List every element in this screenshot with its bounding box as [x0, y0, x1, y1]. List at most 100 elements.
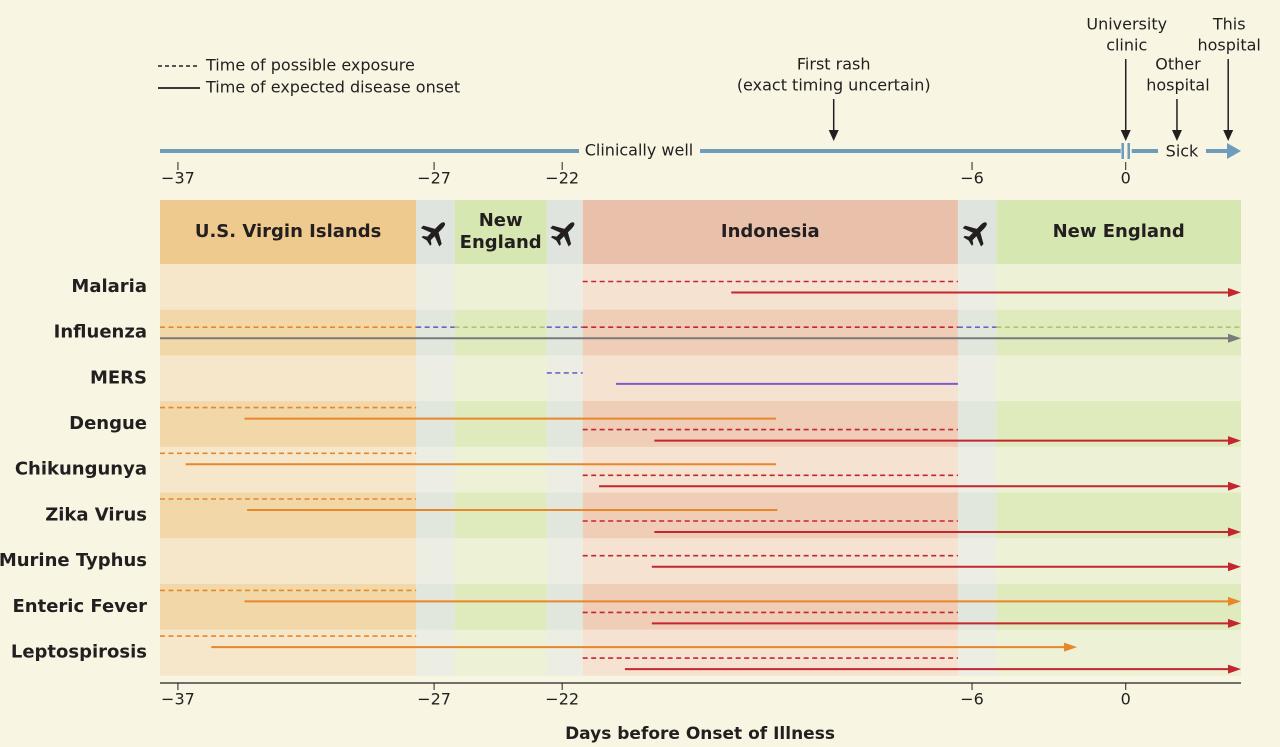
arrowhead: [1228, 562, 1241, 572]
region-band: [454, 401, 547, 448]
arrowhead: [1228, 333, 1241, 343]
arrowhead: [1228, 664, 1241, 674]
event-arrowhead: [1223, 130, 1234, 141]
event-arrowhead: [1120, 130, 1131, 141]
region-band: [957, 264, 997, 311]
status-arrowhead: [1227, 143, 1241, 159]
region-band: [454, 629, 547, 676]
region-band: [416, 629, 455, 676]
region-band: [454, 446, 547, 493]
event-label: First rash: [797, 55, 871, 74]
region-band: [454, 309, 547, 356]
region-band: [160, 309, 417, 356]
region-band: [416, 401, 455, 448]
region-band: [996, 264, 1241, 311]
region-band: [454, 538, 547, 585]
disease-label: Malaria: [71, 276, 147, 297]
region-band: [546, 492, 583, 539]
region-label: England: [460, 232, 542, 253]
region-band: [546, 629, 583, 676]
region-band: [160, 629, 417, 676]
event-label: hospital: [1146, 76, 1209, 95]
plane-icon: [962, 222, 987, 247]
region-band: [416, 583, 455, 631]
region-band: [582, 355, 958, 402]
region-band: [582, 538, 958, 585]
region-band: [957, 309, 997, 356]
arrowhead: [1228, 618, 1241, 628]
region-band: [160, 583, 417, 631]
axis-title: Days before Onset of Illness: [565, 724, 835, 744]
region-band: [957, 355, 997, 402]
x-tick-label: −6: [960, 169, 984, 188]
x-tick-label: −37: [161, 690, 195, 709]
region-band: [546, 264, 583, 311]
region-band: [416, 538, 455, 585]
region-band: [160, 401, 417, 448]
region-band: [160, 355, 417, 402]
x-tick-label: −22: [545, 690, 579, 709]
region-band: [454, 492, 547, 539]
event-label: clinic: [1106, 36, 1147, 55]
region-band: [160, 446, 417, 493]
region-label: Indonesia: [721, 221, 820, 242]
region-band: [582, 309, 958, 356]
region-band: [546, 355, 583, 402]
event-label: hospital: [1197, 36, 1260, 55]
legend-label: Time of expected disease onset: [205, 78, 460, 97]
region-band: [160, 492, 417, 539]
disease-label: Chikungunya: [15, 459, 147, 480]
region-band: [957, 538, 997, 585]
region-band: [546, 583, 583, 631]
arrowhead: [1228, 436, 1241, 446]
region-band: [416, 264, 455, 311]
region-label: New: [479, 210, 523, 231]
region-header: [582, 200, 958, 264]
event-arrowhead: [828, 130, 839, 141]
status-label: Sick: [1166, 142, 1199, 161]
region-header: [160, 200, 417, 264]
x-tick-label: −27: [417, 169, 451, 188]
region-band: [546, 401, 583, 448]
region-band: [454, 355, 547, 402]
region-header: [996, 200, 1241, 264]
region-band: [582, 264, 958, 311]
region-band: [416, 309, 455, 356]
event-label: This: [1212, 15, 1246, 34]
arrowhead: [1228, 596, 1241, 606]
disease-label: Dengue: [69, 413, 147, 434]
event-label: (exact timing uncertain): [737, 76, 931, 95]
region-band: [996, 309, 1241, 356]
status-label: Clinically well: [585, 141, 694, 160]
region-band: [160, 264, 417, 311]
region-band: [546, 309, 583, 356]
region-label: U.S. Virgin Islands: [195, 221, 381, 242]
x-tick-label: −27: [417, 690, 451, 709]
arrowhead: [1064, 642, 1078, 652]
event-label: Other: [1155, 55, 1201, 74]
region-band: [546, 446, 583, 493]
x-tick-label: −37: [161, 169, 195, 188]
disease-label: MERS: [90, 367, 147, 388]
plane-icon: [420, 222, 446, 247]
region-band: [416, 446, 455, 493]
x-tick-label: −22: [545, 169, 579, 188]
region-band: [996, 538, 1241, 585]
region-band: [160, 538, 417, 585]
region-band: [996, 355, 1241, 402]
arrowhead: [1228, 288, 1241, 297]
disease-label: Leptospirosis: [11, 641, 147, 662]
region-band: [546, 538, 583, 585]
disease-label: Zika Virus: [45, 504, 147, 525]
region-band: [416, 492, 455, 539]
x-tick-label: 0: [1121, 169, 1131, 188]
disease-label: Influenza: [54, 322, 147, 343]
arrowhead: [1228, 527, 1241, 537]
region-band: [416, 355, 455, 402]
event-label: University: [1086, 15, 1167, 34]
region-band: [454, 583, 547, 631]
legend-label: Time of possible exposure: [205, 56, 415, 75]
x-tick-label: −6: [960, 690, 984, 709]
disease-label: Enteric Fever: [13, 596, 148, 617]
